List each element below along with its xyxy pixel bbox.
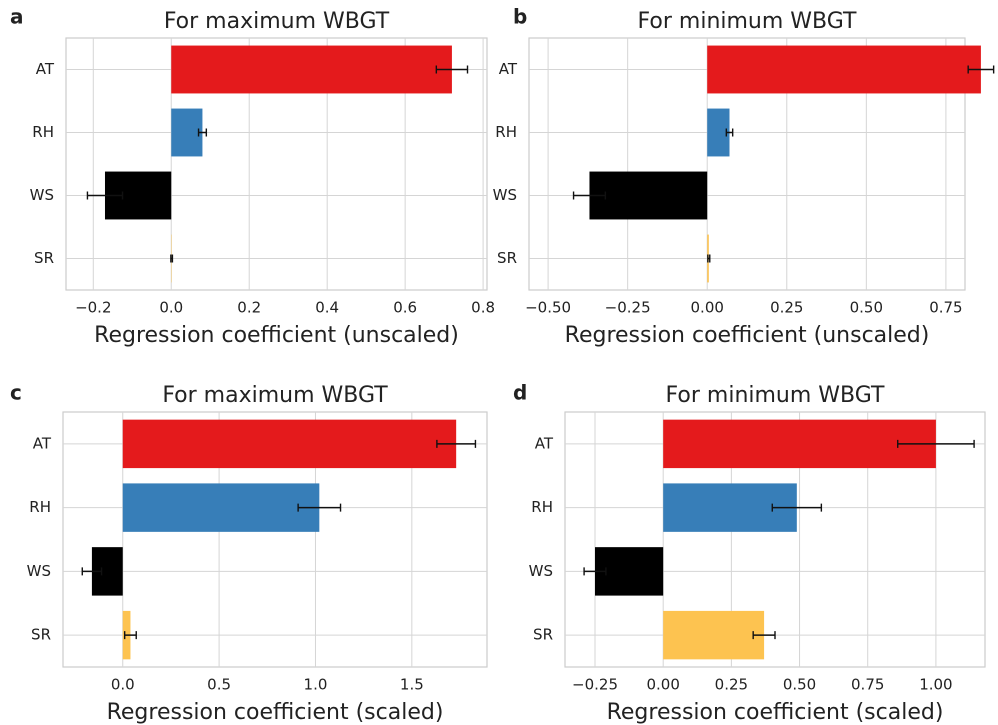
bar	[171, 45, 452, 94]
bar	[707, 108, 730, 157]
chart-title: For maximum WBGT	[164, 9, 390, 34]
x-tick-label: 0.0	[159, 299, 183, 317]
y-tick-label: AT	[499, 60, 518, 78]
error-bar	[897, 439, 975, 448]
x-tick-label: −0.2	[75, 299, 111, 317]
y-tick-label: AT	[33, 434, 52, 452]
panel-label: a	[10, 5, 24, 29]
x-tick-label: 0.6	[393, 299, 417, 317]
x-tick-label: −0.25	[572, 676, 618, 694]
y-tick-label: SR	[31, 626, 51, 644]
error-bar	[81, 567, 103, 576]
x-axis-label: Regression coefficient (unscaled)	[565, 323, 930, 348]
x-tick-label: 0.00	[691, 299, 724, 317]
y-tick-label: RH	[29, 498, 51, 516]
x-tick-label: −0.50	[525, 299, 571, 317]
subplot: −0.50 −0.25 0.00 0.25 0.50 0.75 AT RH WS SR For mi…	[493, 5, 995, 348]
x-axis-label: Regression coefficient (scaled)	[607, 700, 944, 725]
x-tick-label: 0.4	[315, 299, 339, 317]
error-bar	[86, 191, 124, 200]
panel-label: d	[513, 381, 527, 405]
error-bar	[197, 128, 208, 137]
x-tick-label: 1.0	[304, 676, 328, 694]
x-tick-label: 0.8	[471, 299, 495, 317]
x-tick-label: −0.25	[605, 299, 651, 317]
error-bar	[170, 254, 174, 263]
x-axis-label: Regression coefficient (scaled)	[107, 700, 444, 725]
y-tick-label: RH	[495, 123, 517, 141]
x-tick-label: 0.75	[929, 299, 962, 317]
y-tick-label: RH	[531, 498, 553, 516]
y-tick-label: AT	[535, 434, 554, 452]
bar	[122, 419, 457, 469]
x-tick-label: 0.50	[850, 299, 883, 317]
error-bar	[583, 567, 607, 576]
x-tick-label: 1.5	[400, 676, 424, 694]
chart-title: For minimum WBGT	[638, 9, 857, 34]
error-bar	[771, 503, 823, 512]
error-bar	[436, 439, 477, 448]
y-tick-label: RH	[32, 123, 54, 141]
error-bar	[435, 65, 469, 74]
x-tick-label: 0.0	[111, 676, 135, 694]
x-tick-label: 0.75	[851, 676, 884, 694]
panel-label: b	[513, 5, 527, 29]
error-bar	[725, 128, 734, 137]
subplot: −0.25 0.00 0.25 0.50 0.75 1.00 AT RH WS SR For min…	[513, 381, 986, 725]
x-tick-label: 1.00	[919, 676, 952, 694]
subplot: −0.2 0.0 0.2 0.4 0.6 0.8 AT RH WS SR For maximum W…	[10, 5, 495, 349]
bar	[663, 419, 936, 469]
error-bar	[123, 631, 137, 640]
subplot: 0.0 0.5 1.0 1.5 AT RH WS SR For maximum WBGT Regr…	[10, 381, 488, 725]
bar	[663, 610, 765, 660]
x-tick-label: 0.5	[207, 676, 231, 694]
y-tick-label: AT	[36, 60, 55, 78]
bar	[589, 171, 708, 220]
y-tick-label: WS	[27, 562, 51, 580]
error-bar	[572, 191, 607, 200]
chart-title: For minimum WBGT	[666, 383, 885, 408]
x-tick-label: 0.25	[715, 676, 748, 694]
error-bar	[967, 65, 995, 74]
x-tick-label: 0.50	[783, 676, 816, 694]
x-tick-label: 0.2	[237, 299, 261, 317]
panel-label: c	[10, 381, 22, 405]
y-tick-label: SR	[34, 249, 54, 267]
y-tick-label: WS	[529, 562, 553, 580]
y-tick-label: SR	[497, 249, 517, 267]
error-bar	[297, 503, 342, 512]
chart-title: For maximum WBGT	[162, 383, 388, 408]
bar	[707, 45, 981, 94]
error-bar	[707, 254, 711, 263]
x-tick-label: 0.25	[770, 299, 803, 317]
error-bar	[752, 631, 776, 640]
bar	[122, 483, 320, 532]
x-tick-label: 0.00	[646, 676, 679, 694]
y-tick-label: WS	[30, 186, 54, 204]
bar	[171, 108, 203, 157]
y-tick-label: WS	[493, 186, 517, 204]
x-axis-label: Regression coefficient (unscaled)	[94, 323, 459, 348]
y-tick-label: SR	[533, 626, 553, 644]
